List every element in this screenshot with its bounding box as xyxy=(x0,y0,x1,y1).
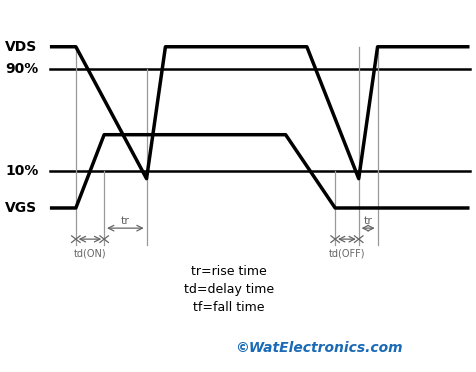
Text: td(ON): td(ON) xyxy=(73,248,106,258)
Text: ©WatElectronics.com: ©WatElectronics.com xyxy=(234,340,402,355)
Text: 10%: 10% xyxy=(5,164,39,178)
Text: td(OFF): td(OFF) xyxy=(328,248,365,258)
Text: tr=rise time
td=delay time
tf=fall time: tr=rise time td=delay time tf=fall time xyxy=(184,265,274,314)
Text: 90%: 90% xyxy=(5,62,38,76)
Text: VGS: VGS xyxy=(5,201,37,215)
Text: tr: tr xyxy=(120,216,129,226)
Text: VDS: VDS xyxy=(5,40,37,54)
Text: tr: tr xyxy=(363,216,372,226)
